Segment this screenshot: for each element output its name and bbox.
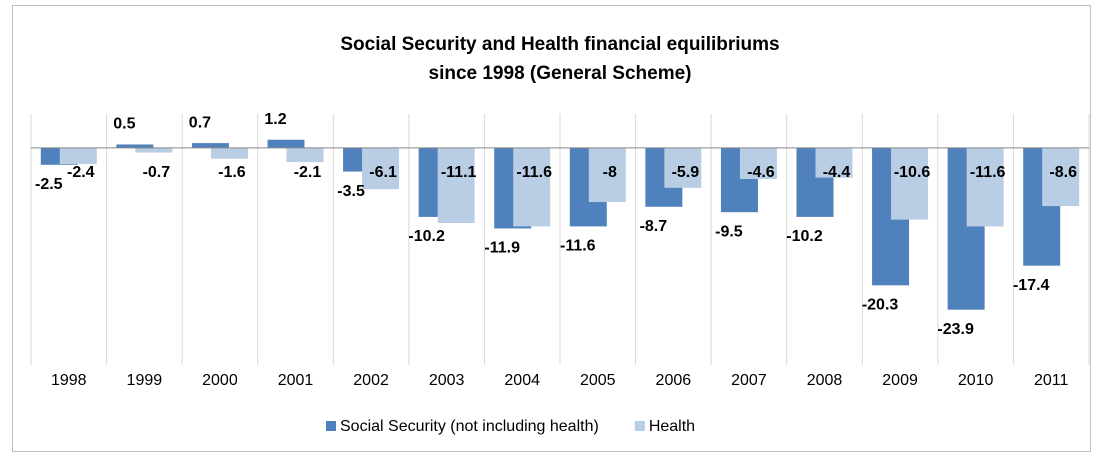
data-label: -17.4 <box>1013 277 1050 294</box>
x-tick-label: 2006 <box>656 372 692 389</box>
bar <box>210 147 248 159</box>
data-label: 0.5 <box>113 116 135 133</box>
x-tick-label: 2002 <box>353 372 389 389</box>
data-label: -8 <box>603 164 617 181</box>
data-label: -10.6 <box>894 164 931 181</box>
legend-swatch <box>634 421 645 431</box>
data-label: 0.7 <box>189 114 211 131</box>
data-label: -4.4 <box>823 164 851 181</box>
bar <box>135 147 173 153</box>
data-label: -11.6 <box>516 164 552 181</box>
data-label: -11.1 <box>441 164 477 181</box>
x-tick-label: 2011 <box>1034 372 1069 389</box>
x-tick-label: 2010 <box>958 372 994 389</box>
bar <box>664 147 702 188</box>
data-label: -3.5 <box>337 183 365 200</box>
data-label: -11.6 <box>560 238 596 255</box>
bar <box>191 143 229 148</box>
x-tick-label: 2003 <box>429 372 465 389</box>
data-label: 1.2 <box>264 111 286 128</box>
data-label: -0.7 <box>143 164 171 181</box>
x-tick-label: 2005 <box>580 372 616 389</box>
bar <box>1042 147 1080 207</box>
x-tick-label: 2007 <box>731 372 767 389</box>
data-label: -10.2 <box>786 228 823 245</box>
bar <box>437 147 475 224</box>
data-label: -11.9 <box>484 240 520 257</box>
data-label: -5.9 <box>672 164 700 181</box>
x-tick-label: 2000 <box>202 372 238 389</box>
legend-label: Health <box>649 418 695 435</box>
bar <box>588 147 626 203</box>
data-label: -23.9 <box>937 321 974 338</box>
chart-title: since 1998 (General Scheme) <box>429 63 692 84</box>
x-tick-label: 1999 <box>127 372 163 389</box>
bar <box>59 147 97 165</box>
x-tick-label: 2008 <box>807 372 843 389</box>
data-label: -6.1 <box>369 164 397 181</box>
data-label: -11.6 <box>970 164 1006 181</box>
bar <box>116 144 154 148</box>
bar <box>513 147 551 227</box>
bar <box>267 139 305 148</box>
bar <box>891 147 929 220</box>
x-tick-label: 2001 <box>278 372 314 389</box>
chart-border <box>12 5 1091 452</box>
x-tick-label: 1998 <box>51 372 87 389</box>
legend-label: Social Security (not including health) <box>340 418 599 435</box>
data-label: -9.5 <box>715 223 743 240</box>
chart-title: Social Security and Health financial equ… <box>340 34 779 55</box>
x-tick-label: 2004 <box>504 372 540 389</box>
legend-swatch <box>326 421 336 431</box>
x-tick-label: 2009 <box>882 372 918 389</box>
data-label: -20.3 <box>862 297 899 314</box>
data-label: -8.6 <box>1049 164 1077 181</box>
data-label: -10.2 <box>408 228 445 245</box>
data-label: -4.6 <box>747 164 775 181</box>
data-label: -1.6 <box>218 164 246 181</box>
bar <box>815 147 853 178</box>
data-label: -2.4 <box>67 164 95 181</box>
data-label: -2.1 <box>294 164 322 181</box>
data-label: -8.7 <box>640 218 668 235</box>
bar <box>362 147 400 190</box>
bar <box>966 147 1004 227</box>
bar <box>286 147 324 163</box>
data-label: -2.5 <box>35 176 63 193</box>
bar <box>739 147 777 180</box>
